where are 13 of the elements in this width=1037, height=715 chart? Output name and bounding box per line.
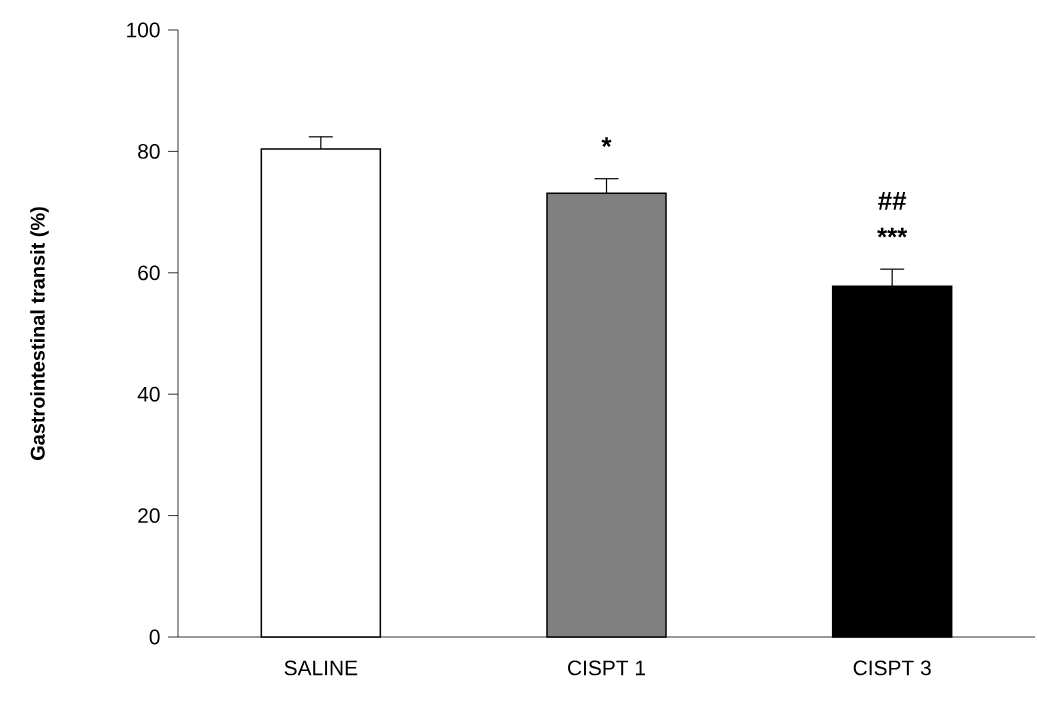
annotation: *** xyxy=(877,227,908,238)
y-tick-label: 0 xyxy=(149,629,160,645)
y-axis-title: Gastrointestinal transit (%) xyxy=(30,207,49,461)
y-tick-label: 20 xyxy=(138,508,160,523)
y-tick-label: 100 xyxy=(127,22,160,38)
x-tick-label: CISPT 3 xyxy=(853,660,931,676)
annotation: ## xyxy=(878,191,907,210)
y-tick-label: 40 xyxy=(137,386,160,402)
y-tick-label: 80 xyxy=(138,143,160,159)
annotation: * xyxy=(601,137,612,147)
y-tick-label: 60 xyxy=(138,265,160,281)
x-tick-label: CISPT 1 xyxy=(568,660,645,676)
x-tick-label: SALINE xyxy=(284,660,358,676)
